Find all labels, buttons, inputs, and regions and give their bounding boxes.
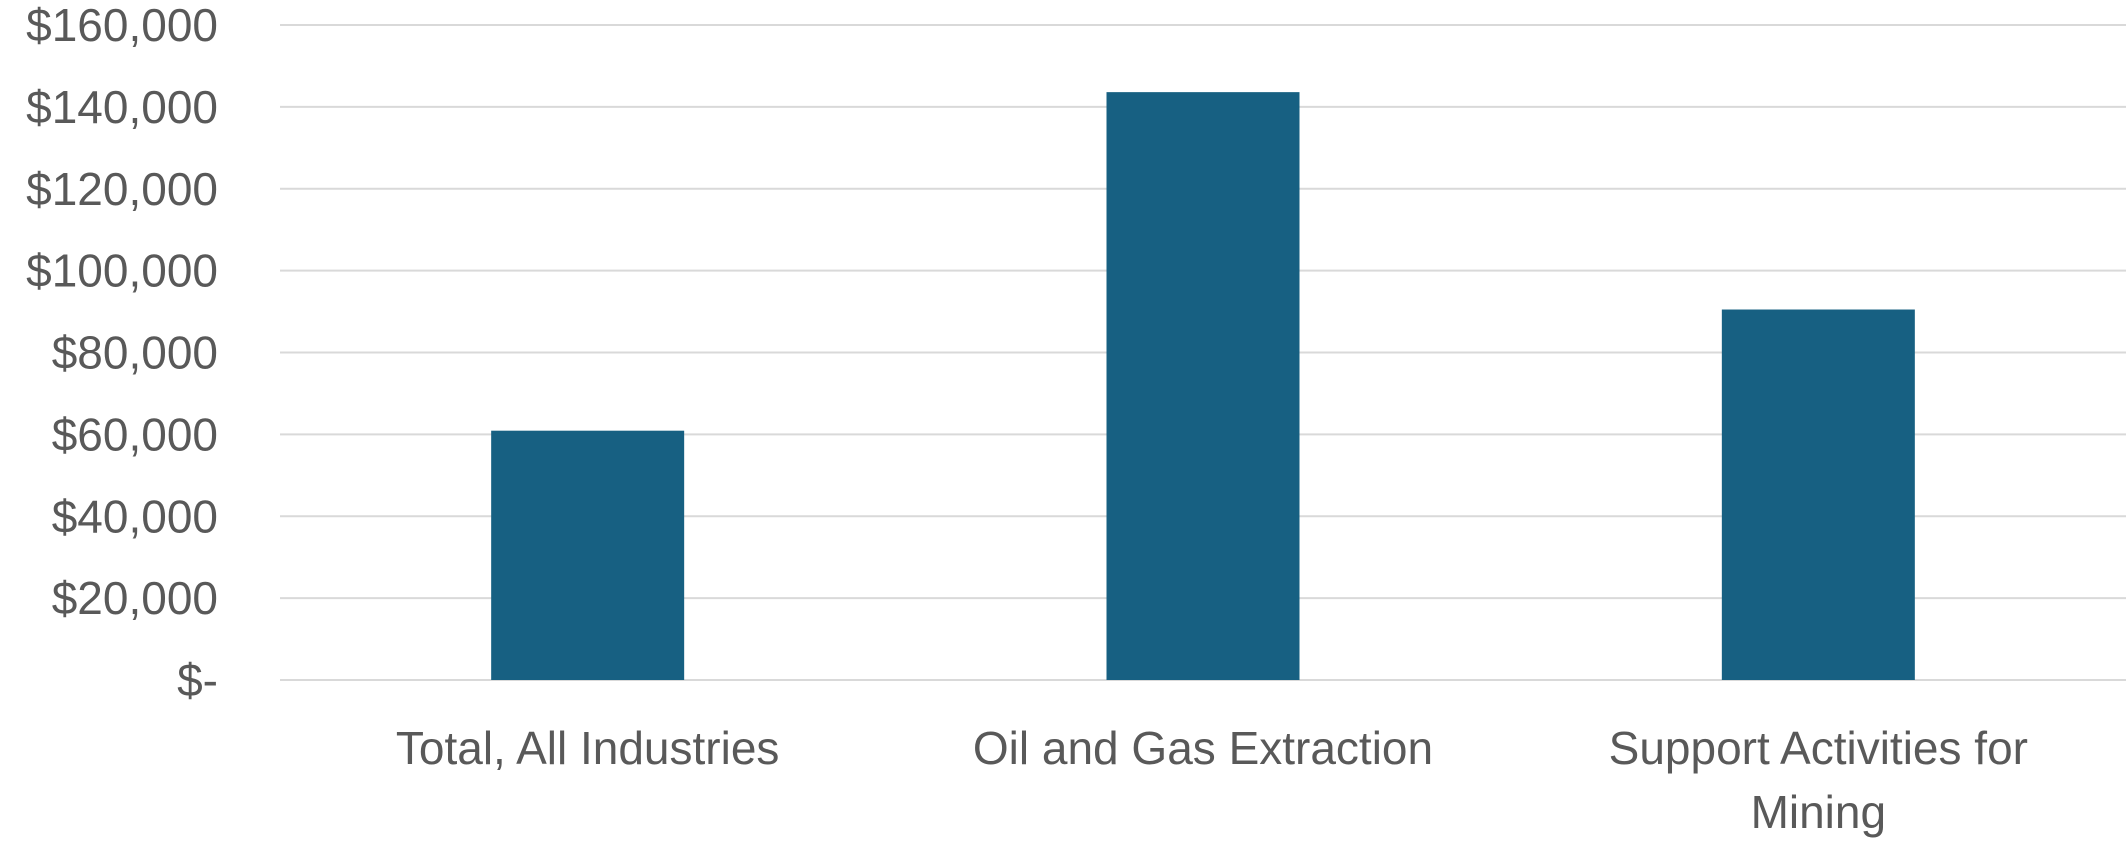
y-tick-label: $20,000 (52, 572, 218, 624)
y-tick-label: $160,000 (26, 0, 218, 51)
x-axis-tick-labels: Total, All Industries Oil and Gas Extract… (396, 722, 2028, 838)
bars (491, 92, 1915, 680)
y-tick-label: $100,000 (26, 245, 218, 297)
y-tick-label: $140,000 (26, 81, 218, 133)
y-tick-label: $80,000 (52, 327, 218, 379)
y-tick-label: $60,000 (52, 408, 218, 460)
y-axis-tick-labels: $- $20,000 $40,000 $60,000 $80,000 $100,000 $1… (26, 0, 218, 706)
bar (491, 430, 685, 680)
x-tick-label: Total, All Industries (396, 722, 780, 774)
x-tick-label: Mining (1751, 786, 1887, 838)
bar (1106, 92, 1300, 680)
bar (1721, 309, 1915, 680)
y-tick-label: $120,000 (26, 163, 218, 215)
x-tick-label: Oil and Gas Extraction (973, 722, 1433, 774)
x-tick-label: Support Activities for (1609, 722, 2028, 774)
y-tick-label: $- (177, 654, 218, 706)
y-tick-label: $40,000 (52, 490, 218, 542)
